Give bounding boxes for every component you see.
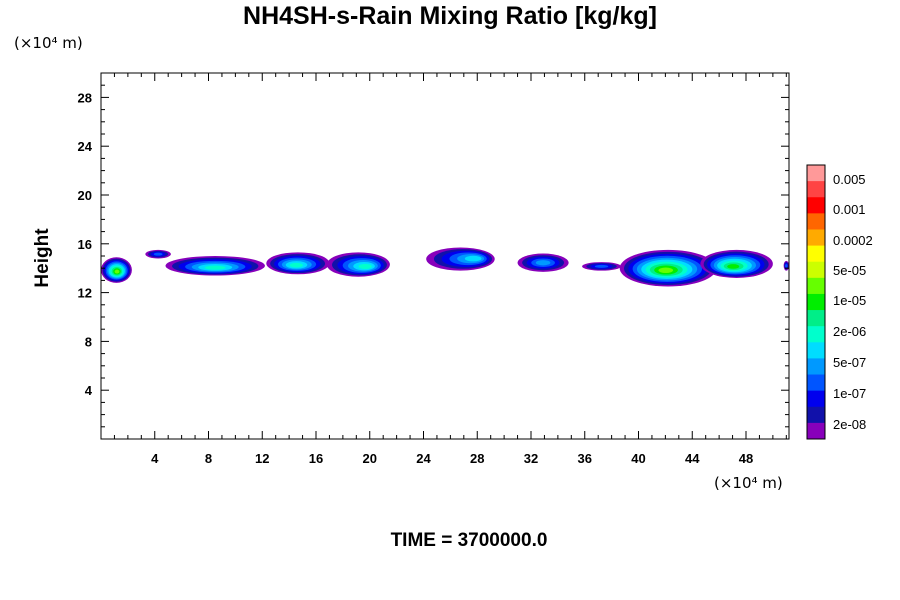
colorbar-swatch [807, 197, 825, 214]
colorbar-swatch [807, 406, 825, 424]
colorbar-swatch [807, 261, 825, 279]
y-tick-label: 20 [78, 188, 92, 203]
contour-level [727, 264, 740, 269]
precip-feature [266, 252, 330, 275]
contour-level [658, 267, 674, 274]
x-tick-label: 8 [205, 451, 212, 466]
contour-level [594, 264, 609, 268]
colorbar-swatch [807, 326, 825, 343]
x-unit-label: (×10⁴ m) [714, 474, 783, 492]
colorbar-label: 5e-07 [833, 355, 866, 370]
colorbar-label: 5e-05 [833, 263, 866, 278]
x-tick-label: 40 [631, 451, 645, 466]
mixing-ratio-field [101, 247, 789, 287]
x-axis: 4 8 12 16 20 24 28 32 36 40 44 48 [113, 73, 787, 466]
contour-level [153, 252, 163, 256]
colorbar-swatch [807, 229, 825, 247]
colorbar-swatch [807, 165, 825, 182]
colorbar-swatch [807, 277, 825, 295]
precip-feature [326, 252, 390, 277]
colorbar-swatch [807, 310, 825, 327]
colorbar-label: 1e-05 [833, 293, 866, 308]
y-tick-label: 8 [85, 334, 92, 349]
precip-feature [517, 253, 569, 272]
contour-level [535, 260, 551, 266]
contour-level [464, 255, 482, 262]
colorbar-swatch [807, 358, 825, 376]
x-tick-label: 48 [739, 451, 753, 466]
precip-feature [783, 260, 789, 271]
y-tick-label: 4 [85, 383, 93, 398]
contour-level [204, 265, 226, 270]
x-tick-label: 44 [685, 451, 700, 466]
colorbar-label: 2e-06 [833, 324, 866, 339]
precip-feature [426, 247, 495, 271]
y-tick-label: 12 [78, 286, 92, 301]
colorbar-label: 1e-07 [833, 386, 866, 401]
y-unit-label: (×10⁴ m) [14, 34, 83, 52]
contour-level [289, 262, 303, 268]
precip-feature [165, 256, 265, 276]
colorbar-swatch [807, 245, 825, 263]
colorbar-swatch [807, 213, 825, 230]
colorbar-swatch [807, 342, 825, 359]
precip-feature [145, 249, 171, 259]
y-tick-label: 24 [78, 139, 93, 154]
colorbar-swatch [807, 293, 825, 311]
colorbar-swatch [807, 181, 825, 198]
x-tick-label: 24 [416, 451, 431, 466]
x-tick-label: 32 [524, 451, 538, 466]
colorbar-swatch [807, 422, 825, 440]
y-axis-label: Height [32, 228, 53, 288]
precip-feature [582, 262, 622, 271]
x-tick-label: 36 [578, 451, 592, 466]
colorbar-label: 0.005 [833, 172, 866, 187]
contour-level [785, 264, 788, 268]
precip-feature [700, 249, 773, 278]
y-tick-label: 28 [78, 90, 92, 105]
precip-feature [619, 249, 717, 287]
colorbar-swatch [807, 390, 825, 408]
x-tick-label: 12 [255, 451, 269, 466]
colorbar-swatch [807, 374, 825, 392]
x-tick-label: 28 [470, 451, 484, 466]
contour-level [358, 263, 372, 270]
y-axis: 4 8 12 16 20 24 28 [78, 84, 789, 428]
x-tick-label: 16 [309, 451, 323, 466]
contour-level [114, 269, 120, 274]
time-label: TIME = 3700000.0 [390, 530, 548, 551]
y-tick-label: 16 [78, 237, 92, 252]
x-tick-label: 4 [151, 451, 159, 466]
colorbar-legend: 0.005 0.001 0.0002 5e-05 1e-05 2e-06 5e-07 1e-0… [806, 164, 873, 440]
chart-title: NH4SH-s-Rain Mixing Ratio [kg/kg] [243, 2, 657, 30]
precip-feature [101, 257, 132, 283]
colorbar-label: 2e-08 [833, 417, 866, 432]
colorbar-label: 0.0002 [833, 233, 873, 248]
x-tick-label: 20 [363, 451, 377, 466]
colorbar-label: 0.001 [833, 202, 866, 217]
